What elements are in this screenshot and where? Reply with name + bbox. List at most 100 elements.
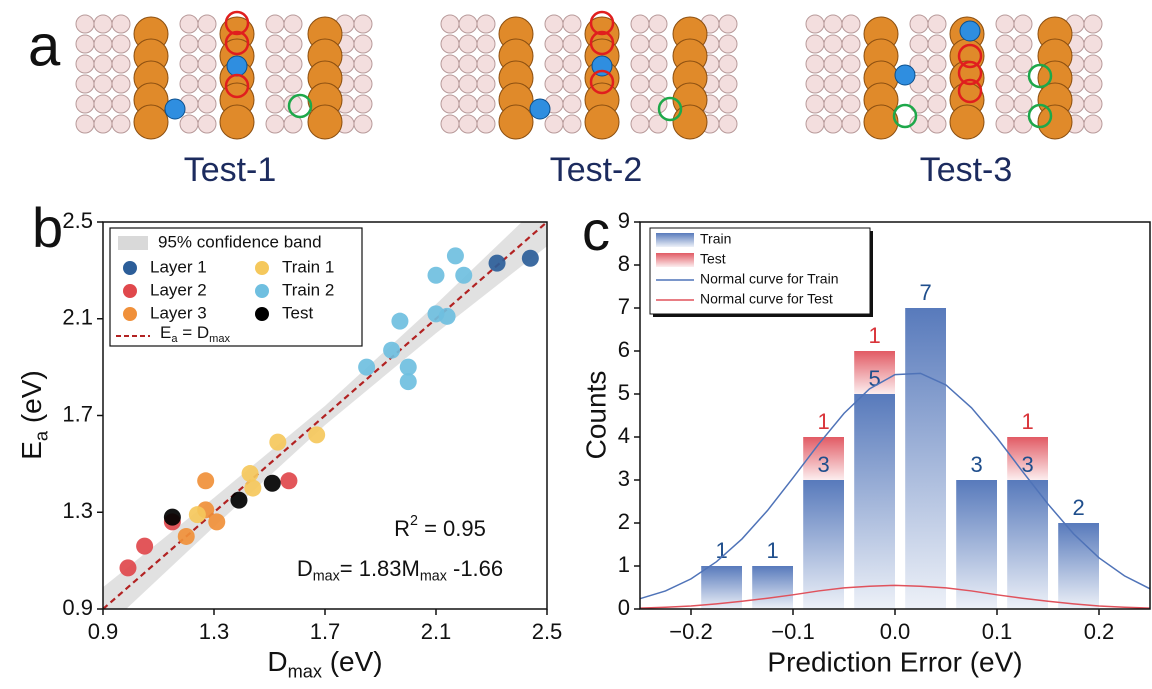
x-axis-label-part: (eV) bbox=[322, 646, 383, 677]
atom bbox=[476, 54, 496, 74]
annotation: R2 = 0.95 bbox=[394, 513, 486, 541]
annotation-part: = 1.83M bbox=[340, 556, 420, 581]
atom bbox=[863, 104, 899, 140]
structures bbox=[75, 10, 1103, 140]
atom bbox=[265, 94, 285, 114]
annotation: Dmax= 1.83Mmax -1.66 bbox=[297, 556, 503, 585]
atom bbox=[995, 94, 1015, 114]
data-label: 1 bbox=[868, 323, 880, 348]
y-axis-label-part: a bbox=[31, 430, 51, 441]
atom bbox=[476, 74, 496, 94]
legend-label: 95% confidence band bbox=[158, 232, 322, 251]
site-marker bbox=[287, 93, 313, 119]
atom bbox=[111, 114, 131, 134]
atom bbox=[476, 14, 496, 34]
x-tick-label: 0.2 bbox=[1084, 619, 1115, 644]
bar bbox=[1007, 480, 1048, 609]
site-marker bbox=[589, 10, 615, 36]
atom bbox=[93, 94, 113, 114]
atom bbox=[197, 94, 217, 114]
data-label: 1 bbox=[715, 538, 727, 563]
structure-label: Test-3 bbox=[920, 151, 1013, 189]
point bbox=[241, 465, 259, 483]
site-marker bbox=[589, 30, 615, 56]
atom bbox=[823, 54, 843, 74]
atom bbox=[179, 74, 199, 94]
atom bbox=[648, 54, 668, 74]
y-axis-label: Ea (eV) bbox=[16, 370, 51, 460]
legend-label: Layer 3 bbox=[150, 303, 207, 322]
atom bbox=[544, 114, 564, 134]
atom bbox=[927, 14, 947, 34]
point bbox=[263, 474, 281, 492]
atom bbox=[458, 34, 478, 54]
atom bbox=[823, 34, 843, 54]
atom bbox=[841, 74, 861, 94]
atom bbox=[197, 14, 217, 34]
legend-swatch bbox=[118, 236, 148, 250]
bar bbox=[956, 480, 997, 609]
normal-curve bbox=[639, 584, 1151, 609]
structure-label: Test-1 bbox=[184, 151, 277, 189]
atom bbox=[458, 74, 478, 94]
data-label: 2 bbox=[1072, 495, 1084, 520]
site-marker bbox=[1027, 63, 1053, 89]
atom bbox=[265, 54, 285, 74]
legend-label: Normal curve for Test bbox=[700, 291, 833, 307]
atom bbox=[841, 14, 861, 34]
point bbox=[163, 508, 181, 526]
annotation-part: R bbox=[394, 516, 410, 541]
atom bbox=[283, 34, 303, 54]
legend-marker bbox=[255, 284, 269, 298]
x-tick-label: 2.5 bbox=[532, 619, 563, 644]
legend-label: Layer 2 bbox=[150, 280, 207, 299]
point bbox=[383, 341, 401, 359]
atom bbox=[353, 114, 373, 134]
atom bbox=[440, 54, 460, 74]
atom bbox=[265, 34, 285, 54]
point bbox=[197, 472, 215, 490]
structure-label: Test-2 bbox=[550, 151, 643, 189]
data-label: 5 bbox=[868, 366, 880, 391]
legend-box bbox=[109, 227, 363, 347]
site-marker bbox=[892, 103, 918, 129]
atom bbox=[648, 34, 668, 54]
point bbox=[244, 479, 262, 497]
atom bbox=[995, 14, 1015, 34]
atom bbox=[353, 34, 373, 54]
y-tick-label: 0 bbox=[618, 595, 630, 620]
point bbox=[358, 358, 376, 376]
point bbox=[391, 312, 409, 330]
atom bbox=[93, 34, 113, 54]
point bbox=[427, 266, 445, 284]
atom bbox=[805, 34, 825, 54]
annotation-part: 2 bbox=[410, 513, 418, 529]
atom bbox=[179, 14, 199, 34]
atom bbox=[562, 54, 582, 74]
legend-label-part: E bbox=[160, 323, 171, 342]
atom bbox=[630, 74, 650, 94]
atom bbox=[805, 114, 825, 134]
atom bbox=[93, 14, 113, 34]
legend-label: Train 2 bbox=[282, 280, 334, 299]
x-axis-label-part: max bbox=[288, 661, 322, 681]
atom bbox=[265, 114, 285, 134]
atom bbox=[197, 34, 217, 54]
atom bbox=[219, 104, 255, 140]
atom bbox=[995, 34, 1015, 54]
atom bbox=[458, 94, 478, 114]
atom bbox=[1013, 34, 1033, 54]
y-tick-label: 1.3 bbox=[62, 498, 93, 523]
bar bbox=[752, 566, 793, 609]
site-marker bbox=[224, 10, 250, 36]
atom bbox=[179, 54, 199, 74]
data-label: 3 bbox=[1021, 452, 1033, 477]
atom bbox=[75, 14, 95, 34]
legend-label-part: max bbox=[209, 333, 230, 345]
atom bbox=[476, 94, 496, 114]
x-axis-label: Prediction Error (eV) bbox=[767, 646, 1022, 677]
legend-swatch bbox=[656, 233, 694, 247]
point bbox=[269, 433, 287, 451]
x-tick-label: −0.1 bbox=[771, 619, 814, 644]
atom bbox=[1083, 34, 1103, 54]
